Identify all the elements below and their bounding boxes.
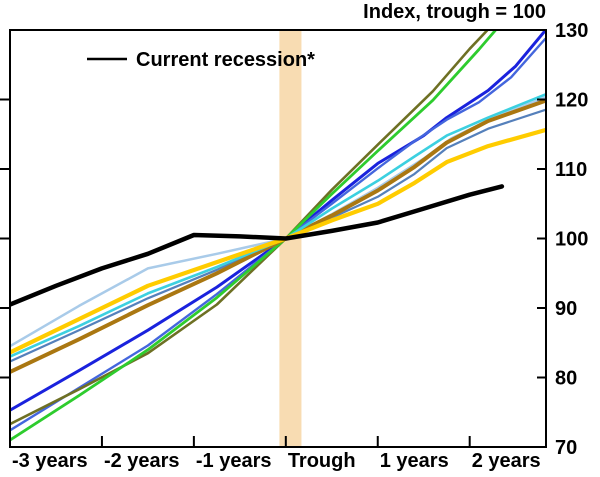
y-axis-label-80: 80 (555, 368, 577, 390)
y-axis-label-70: 70 (555, 437, 577, 459)
x-axis-label-2-years: 2 years (472, 450, 541, 472)
x-axis-label--3-years: -3 years (12, 450, 88, 472)
x-axis-label--1-years: -1 years (196, 450, 272, 472)
x-axis-label--2-years: -2 years (104, 450, 180, 472)
series-group (10, 30, 546, 442)
series-line-past-recession-goldenrod (10, 98, 546, 374)
series-line-past-recession-yellow (10, 128, 546, 355)
series-line-past-recession-cornflower (10, 37, 546, 432)
series-line-past-recession-blue (10, 30, 546, 412)
x-axis-labels: -3 years -2 years -1 years Trough 1 years 2 y… (12, 450, 541, 472)
y-axis-labels: 70 80 90 100 110 120 130 (555, 20, 588, 459)
series-line-past-recession-olive (10, 30, 490, 426)
series-line-current-recession (10, 184, 505, 307)
y-axis-label-110: 110 (555, 159, 587, 181)
legend: Current recession* (87, 49, 315, 71)
x-axis-label-1-years: 1 years (380, 450, 449, 472)
y-axis-label-120: 120 (555, 90, 588, 112)
legend-label: Current recession* (136, 49, 315, 71)
axis-title: Index, trough = 100 (363, 1, 546, 23)
x-axis-label-Trough: Trough (288, 450, 356, 472)
series-line-past-recession-green (10, 30, 498, 442)
ticks-group (0, 98, 546, 447)
series-line-past-recession-steelblue (10, 108, 546, 363)
y-axis-label-130: 130 (555, 20, 588, 42)
y-axis-label-100: 100 (555, 229, 588, 251)
series-line-past-recession-cyan (10, 93, 546, 358)
y-axis-label-90: 90 (555, 298, 577, 320)
